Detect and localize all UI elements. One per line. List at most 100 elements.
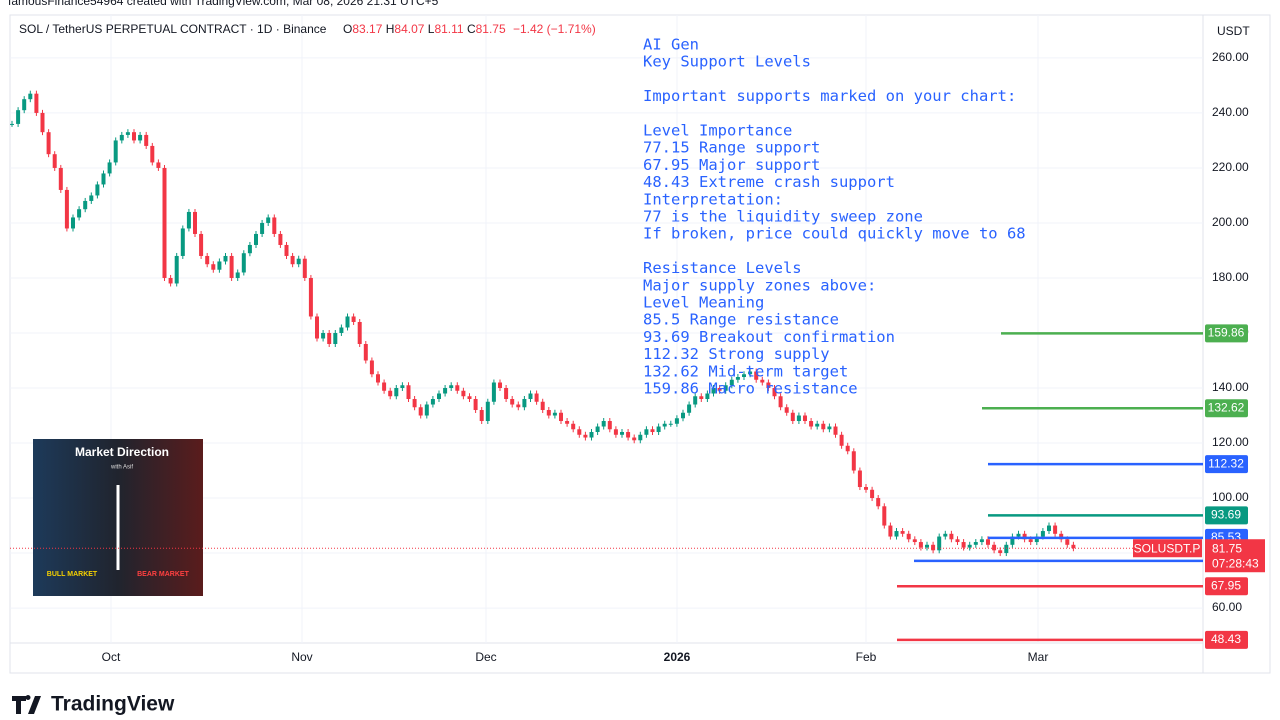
annotation-line: 85.5 Range resistance (643, 311, 839, 329)
last-timer: 07:28:43 (1212, 556, 1259, 570)
candle (473, 399, 478, 411)
annotation-line: Important supports marked on your chart: (643, 87, 1016, 105)
candle (559, 412, 563, 422)
candle (382, 382, 387, 391)
candle (504, 388, 509, 400)
candle (168, 277, 173, 284)
annotation-line: Resistance Levels (643, 259, 802, 277)
candle (723, 385, 728, 391)
annotation-line: AI Gen (643, 36, 699, 54)
candle (16, 110, 21, 124)
candle (34, 93, 39, 113)
annotation-line: 48.43 Extreme crash support (643, 173, 895, 191)
candle (613, 429, 618, 435)
y-tick-label: 140.00 (1212, 380, 1249, 394)
candle (601, 421, 606, 427)
y-tick-label: 220.00 (1212, 160, 1249, 174)
candle (803, 415, 807, 422)
last-symbol: SOLUSDT.P (1134, 541, 1201, 555)
candle (400, 385, 405, 389)
annotation-line: 67.95 Major support (643, 156, 820, 174)
candle (186, 211, 191, 229)
candle (241, 253, 246, 273)
annotation-line: Level Meaning (643, 294, 764, 312)
candle (979, 539, 984, 543)
level-label-bg (1205, 577, 1248, 596)
candle (369, 360, 374, 375)
candle (882, 506, 887, 526)
y-tick-label: 100.00 (1212, 490, 1249, 504)
candle (528, 393, 533, 400)
candle (418, 407, 423, 416)
ohlc-key: C (467, 22, 476, 36)
last-price-bg (1205, 539, 1265, 573)
candle (162, 167, 167, 278)
candle (967, 544, 972, 548)
y-tick-label: 200.00 (1212, 215, 1249, 229)
x-tick-label: Oct (102, 650, 121, 664)
candle (437, 393, 441, 400)
last-price: 81.75 (1212, 541, 1242, 555)
candle (40, 112, 45, 133)
candle (443, 388, 448, 394)
candle (870, 489, 875, 499)
frame (9, 14, 1271, 674)
candle (632, 437, 637, 441)
level-label-bg (1205, 399, 1248, 418)
candle (668, 423, 673, 425)
candle (607, 421, 612, 430)
y-tick-label: 260.00 (1212, 50, 1249, 64)
candle (845, 445, 850, 452)
candle (113, 140, 118, 163)
candle (937, 536, 942, 551)
level-label: 67.95 (1211, 578, 1241, 592)
candle (906, 533, 911, 540)
annotation-line: Interpretation: (643, 190, 783, 208)
candle (83, 200, 88, 210)
level-label: 132.62 (1208, 400, 1245, 414)
candle (357, 321, 362, 344)
annotation-line: 93.69 Breakout confirmation (643, 328, 895, 346)
candle (71, 217, 75, 229)
candle (260, 222, 265, 234)
candle (778, 396, 783, 408)
candle (638, 434, 643, 441)
candle (485, 401, 490, 422)
candle (125, 132, 130, 135)
level-label-bg (1205, 455, 1248, 474)
candle (796, 415, 801, 422)
candle (138, 134, 143, 141)
level-label-bg (1205, 506, 1248, 525)
candle (491, 382, 496, 402)
candle (894, 531, 899, 537)
candle (827, 426, 832, 430)
candle (992, 544, 997, 551)
brand: TradingView (12, 693, 175, 716)
candle (290, 255, 295, 265)
annotation-line: 112.32 Strong supply (643, 345, 830, 363)
candle (534, 393, 539, 402)
candle (1071, 544, 1076, 549)
candle (150, 145, 155, 163)
candle (278, 233, 283, 245)
candle (52, 154, 57, 168)
candle (193, 211, 197, 234)
candle (589, 432, 594, 438)
candle (674, 418, 679, 424)
brand-name: TradingView (51, 693, 175, 716)
candle (650, 429, 655, 433)
thumbnail-subtitle: with Asif (110, 465, 133, 471)
candle (918, 542, 923, 548)
symbol: SOL / TetherUS PERPETUAL CONTRACT · 1D ·… (19, 22, 327, 36)
candle (925, 544, 929, 548)
candle (430, 399, 435, 405)
candle (406, 385, 411, 400)
candle (644, 429, 649, 435)
ohlc-key: O (343, 22, 352, 36)
candle (479, 410, 484, 422)
candle (961, 542, 966, 548)
candle (223, 255, 228, 262)
candle (790, 412, 795, 422)
last-symbol-bg (1133, 539, 1202, 558)
